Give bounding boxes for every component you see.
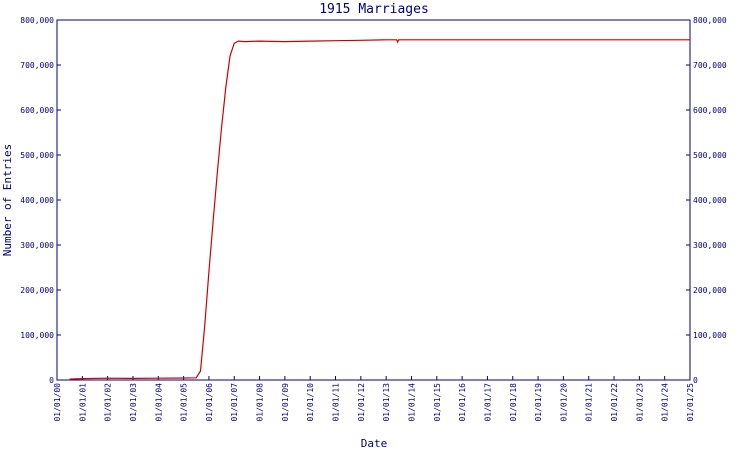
y-axis-label: Number of Entries: [1, 144, 14, 257]
x-tick-label: 01/01/10: [306, 383, 315, 422]
y-tick-label-left: 100,000: [20, 331, 54, 340]
y-tick-label-right: 400,000: [693, 196, 727, 205]
x-tick-label: 01/01/18: [509, 383, 518, 422]
y-tick-label-right: 200,000: [693, 286, 727, 295]
y-tick-label-left: 400,000: [20, 196, 54, 205]
y-tick-label-right: 500,000: [693, 151, 727, 160]
x-tick-label: 01/01/08: [256, 383, 265, 422]
x-tick-label: 01/01/21: [585, 383, 594, 422]
y-tick-label-left: 0: [49, 376, 54, 385]
x-tick-label: 01/01/11: [332, 383, 341, 422]
x-tick-label: 01/01/14: [407, 383, 416, 422]
x-tick-label: 01/01/03: [129, 383, 138, 422]
x-tick-label: 01/01/16: [458, 383, 467, 422]
y-tick-label-left: 700,000: [20, 61, 54, 70]
x-tick-label: 01/01/19: [534, 383, 543, 422]
x-axis: 01/01/00 01/01/01 01/01/02 01/01/03 01/01/04…: [53, 376, 695, 422]
y-tick-label-right: 300,000: [693, 241, 727, 250]
y-tick-label-right: 700,000: [693, 61, 727, 70]
y-tick-label-right: 800,000: [693, 16, 727, 25]
x-tick-label: 01/01/07: [230, 383, 239, 422]
x-tick-label: 01/01/06: [205, 383, 214, 422]
y-tick-label-left: 600,000: [20, 106, 54, 115]
x-tick-label: 01/01/05: [180, 383, 189, 422]
x-tick-label: 01/01/17: [483, 383, 492, 422]
y-tick-label-left: 200,000: [20, 286, 54, 295]
y-tick-label-left: 500,000: [20, 151, 54, 160]
x-tick-label: 01/01/20: [559, 383, 568, 422]
x-tick-label: 01/01/02: [104, 383, 113, 422]
x-tick-label: 01/01/09: [281, 383, 290, 422]
y-tick-label-right: 100,000: [693, 331, 727, 340]
x-tick-label: 01/01/12: [357, 383, 366, 422]
x-tick-label: 01/01/15: [433, 383, 442, 422]
y-tick-label-right: 600,000: [693, 106, 727, 115]
series-line: [69, 39, 690, 380]
y-axis: 0 0 100,000 100,000 200,000 200,000 300,000 300…: [20, 16, 727, 385]
x-tick-label: 01/01/13: [382, 383, 391, 422]
x-axis-label: Date: [361, 437, 388, 450]
x-tick-label: 01/01/22: [610, 383, 619, 422]
x-tick-label: 01/01/04: [154, 383, 163, 422]
y-tick-label-left: 800,000: [20, 16, 54, 25]
y-tick-label-left: 300,000: [20, 241, 54, 250]
x-tick-label: 01/01/00: [53, 383, 62, 422]
x-tick-label: 01/01/24: [661, 383, 670, 422]
y-tick-label-right: 0: [693, 376, 698, 385]
plot-frame: [56, 19, 691, 381]
x-tick-label: 01/01/25: [686, 383, 695, 422]
x-tick-label: 01/01/01: [78, 383, 87, 422]
x-tick-label: 01/01/23: [635, 383, 644, 422]
chart-title: 1915 Marriages: [319, 2, 429, 17]
